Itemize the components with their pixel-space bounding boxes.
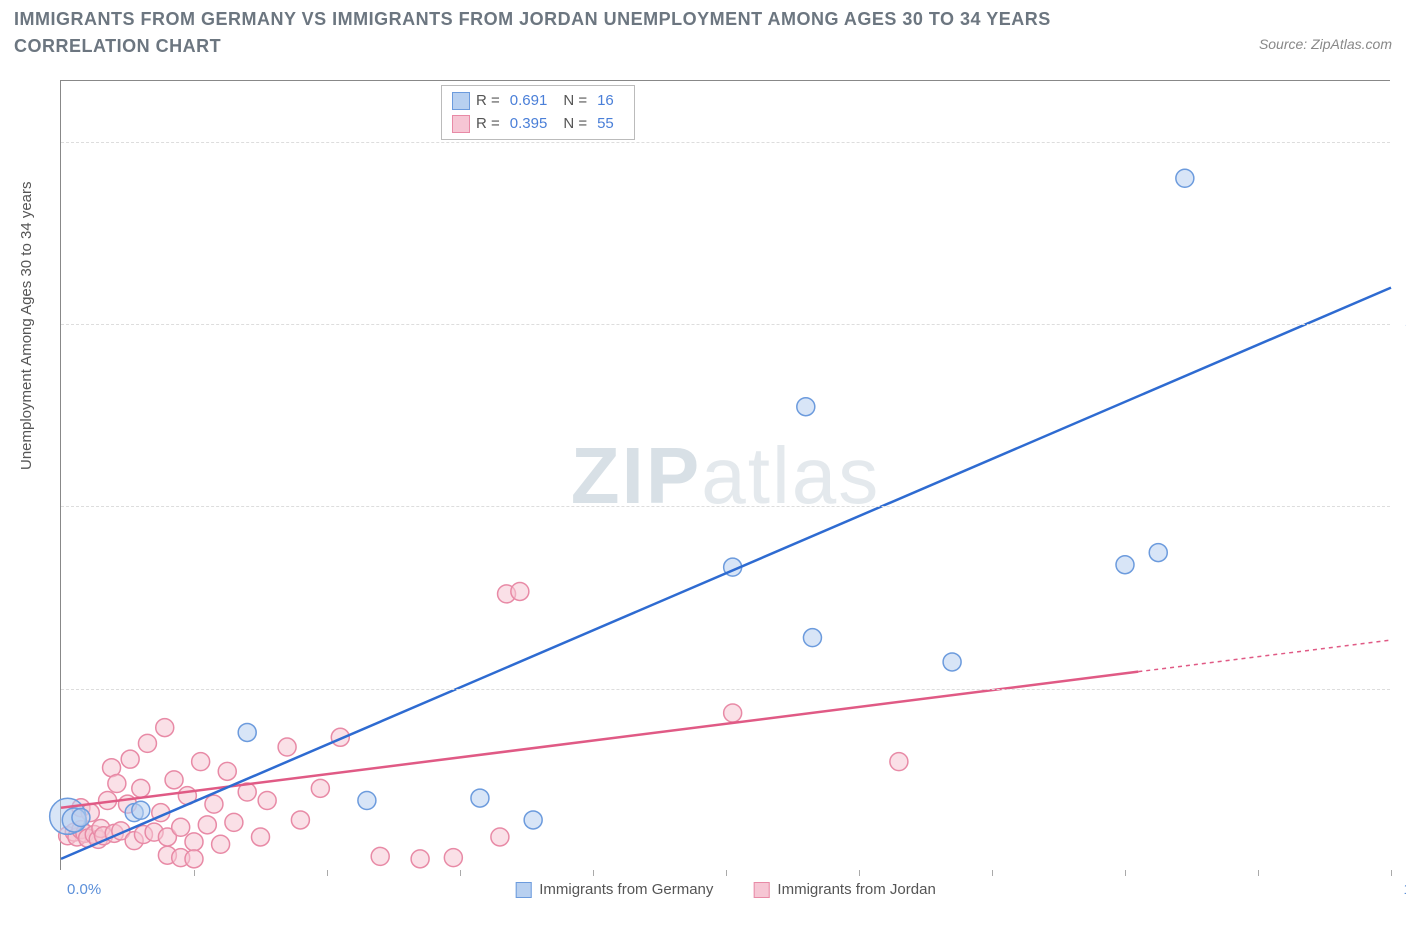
- x-tick: [1258, 870, 1259, 876]
- swatch-germany-icon: [515, 882, 531, 898]
- r-value-jordan: 0.395: [510, 113, 548, 136]
- series-legend: Immigrants from Germany Immigrants from …: [515, 881, 936, 898]
- legend-item-germany: Immigrants from Germany: [515, 881, 713, 898]
- page-title: IMMIGRANTS FROM GERMANY VS IMMIGRANTS FR…: [14, 6, 1164, 60]
- legend-label-jordan: Immigrants from Jordan: [777, 881, 935, 898]
- swatch-germany: [452, 92, 470, 110]
- x-tick: [1125, 870, 1126, 876]
- x-tick: [992, 870, 993, 876]
- stats-row-jordan: R = 0.395 N = 55: [452, 113, 624, 136]
- x-tick: [593, 870, 594, 876]
- stats-legend: R = 0.691 N = 16 R = 0.395 N = 55: [441, 85, 635, 140]
- y-tick-label: 30.0%: [1392, 498, 1406, 515]
- legend-item-jordan: Immigrants from Jordan: [753, 881, 935, 898]
- x-tick: [194, 870, 195, 876]
- gridline: [61, 142, 1390, 143]
- chart-svg: [61, 81, 1390, 870]
- n-value-jordan: 55: [597, 113, 614, 136]
- y-tick-label: 60.0%: [1392, 133, 1406, 150]
- source-text: Source: ZipAtlas.com: [1259, 36, 1392, 52]
- scatter-chart: ZIPatlas R = 0.691 N = 16 R = 0.395 N = …: [60, 80, 1390, 870]
- n-value-germany: 16: [597, 90, 614, 113]
- swatch-jordan: [452, 115, 470, 133]
- x-axis-min-label: 0.0%: [67, 881, 101, 898]
- x-tick: [327, 870, 328, 876]
- gridline: [61, 324, 1390, 325]
- x-tick: [460, 870, 461, 876]
- x-tick: [726, 870, 727, 876]
- stats-row-germany: R = 0.691 N = 16: [452, 90, 624, 113]
- y-tick-label: 45.0%: [1392, 316, 1406, 333]
- gridline: [61, 689, 1390, 690]
- y-axis-label: Unemployment Among Ages 30 to 34 years: [18, 181, 35, 470]
- r-value-germany: 0.691: [510, 90, 548, 113]
- swatch-jordan-icon: [753, 882, 769, 898]
- x-tick: [1391, 870, 1392, 876]
- y-tick-label: 15.0%: [1392, 680, 1406, 697]
- legend-label-germany: Immigrants from Germany: [539, 881, 713, 898]
- x-tick: [859, 870, 860, 876]
- gridline: [61, 506, 1390, 507]
